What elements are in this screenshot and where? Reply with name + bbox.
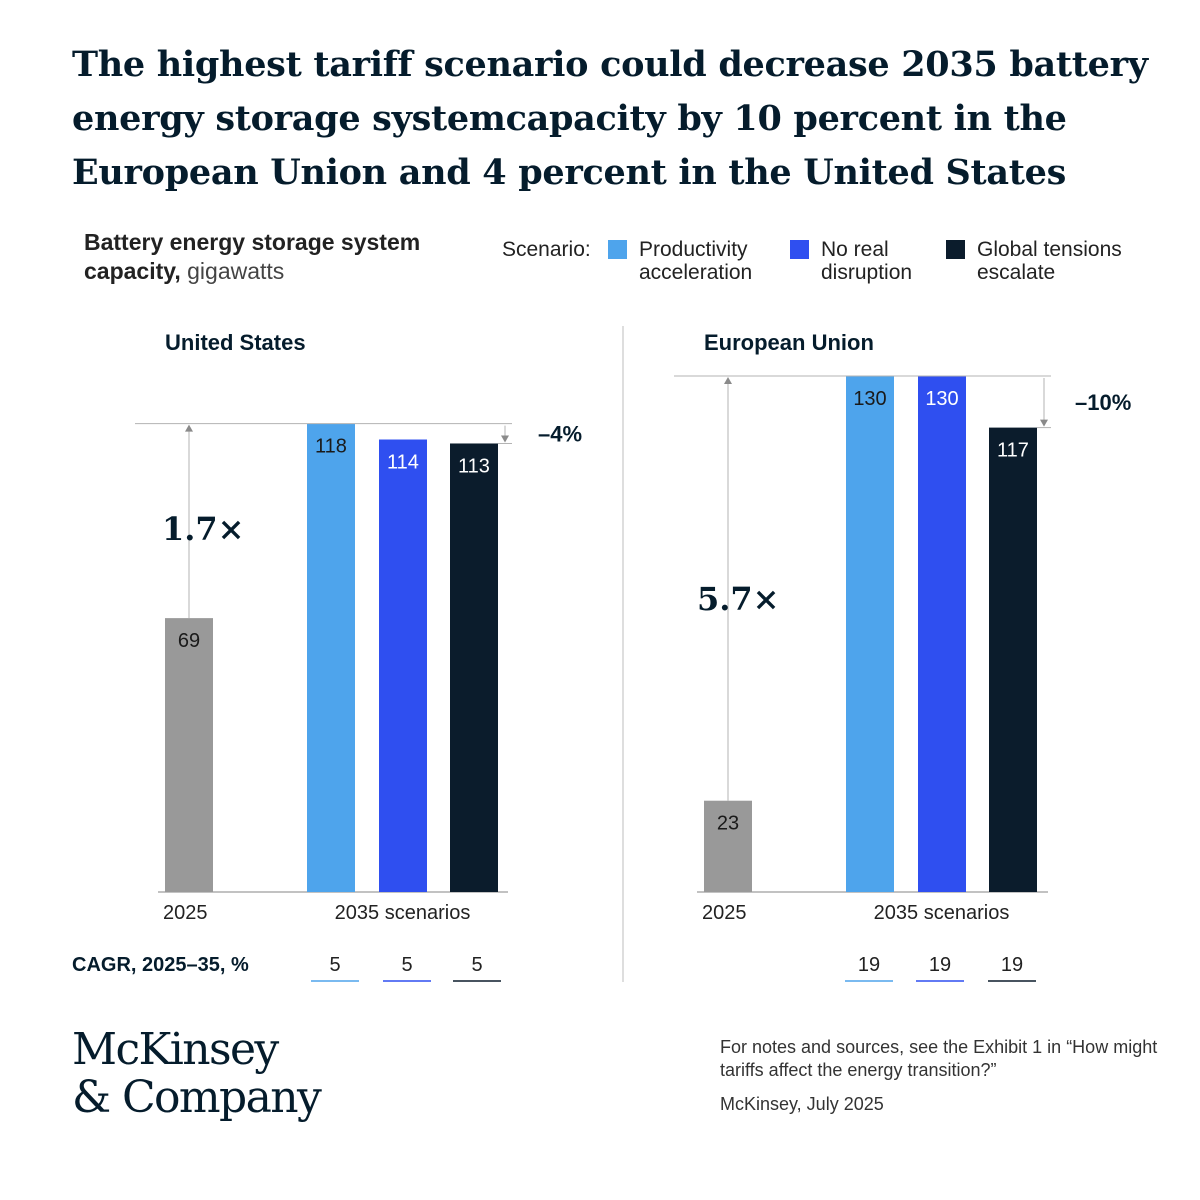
legend-swatch: [608, 240, 627, 259]
us-bar-scenario-1: [307, 423, 355, 892]
legend-label: No real disruption: [821, 238, 913, 284]
chart-subtitle: Battery energy storage system capacity, …: [84, 228, 444, 286]
us-growth-arrowhead: [185, 424, 193, 432]
eu-data-label: 117: [997, 440, 1029, 462]
us-x-label-scenarios: 2035 scenarios: [335, 902, 471, 924]
us-cagr-value: 5: [401, 954, 412, 976]
legend-title: Scenario:: [502, 238, 591, 261]
legend-label: Global tensions escalate: [977, 238, 1122, 284]
legend-item-global-tensions: Global tensions escalate: [946, 238, 1137, 284]
eu-growth-arrowhead: [724, 377, 732, 384]
chart-headline: The highest tariff scenario could decrea…: [72, 44, 1148, 193]
legend-item-no-disruption: No real disruption: [790, 238, 981, 284]
us-x-label-2025: 2025: [163, 902, 208, 924]
eu-data-label: 130: [925, 388, 958, 410]
legend-swatch: [790, 240, 809, 259]
eu-growth-multiplier: 5.7×: [697, 580, 779, 618]
us-data-label: 113: [458, 455, 490, 477]
legend-label: Productivity acceleration: [639, 238, 753, 284]
eu-bar-scenario-1: [846, 376, 894, 892]
eu-change-label: –10%: [1075, 390, 1131, 415]
mckinsey-logo: McKinsey & Company: [72, 1024, 322, 1123]
us-change-label: –4%: [538, 422, 582, 447]
source-note: For notes and sources, see the Exhibit 1…: [720, 1037, 1158, 1080]
eu-bar-scenario-2: [918, 376, 966, 892]
eu-decrease-arrowhead: [1040, 419, 1048, 427]
legend-item-productivity: Productivity acceleration: [608, 238, 799, 284]
logo-line-2: & Company: [72, 1072, 322, 1123]
us-cagr-value: 5: [471, 954, 482, 976]
eu-bar-2025: [704, 800, 752, 892]
cagr-row-label: CAGR, 2025–35, %: [72, 954, 249, 976]
eu-data-label: 23: [717, 813, 739, 835]
us-growth-multiplier: 1.7×: [162, 510, 244, 548]
us-bar-2025: [165, 618, 213, 892]
eu-panel-title: European Union: [704, 330, 874, 355]
eu-cagr-value: 19: [929, 954, 951, 976]
logo-line-1: McKinsey: [72, 1024, 279, 1075]
source-credit: McKinsey, July 2025: [720, 1094, 884, 1114]
eu-data-label: 130: [853, 388, 886, 410]
us-decrease-arrowhead: [501, 435, 509, 443]
us-data-label: 69: [178, 630, 200, 652]
us-bar-scenario-3: [450, 443, 498, 892]
eu-bar-scenario-3: [989, 427, 1037, 892]
us-data-label: 114: [387, 452, 419, 474]
eu-x-label-scenarios: 2035 scenarios: [874, 902, 1010, 924]
subtitle-measure: Battery energy storage system capacity,: [84, 229, 421, 284]
us-cagr-value: 5: [329, 954, 340, 976]
eu-x-label-2025: 2025: [702, 902, 747, 924]
eu-cagr-value: 19: [858, 954, 880, 976]
us-panel-title: United States: [165, 330, 306, 355]
legend-swatch: [946, 240, 965, 259]
subtitle-unit: gigawatts: [187, 258, 285, 284]
us-data-label: 118: [315, 436, 347, 458]
us-bar-scenario-2: [379, 439, 427, 892]
eu-cagr-value: 19: [1001, 954, 1023, 976]
bar-charts: United States 69 118 114 113 1.7× –4% 2025 2035 …: [72, 326, 1131, 982]
